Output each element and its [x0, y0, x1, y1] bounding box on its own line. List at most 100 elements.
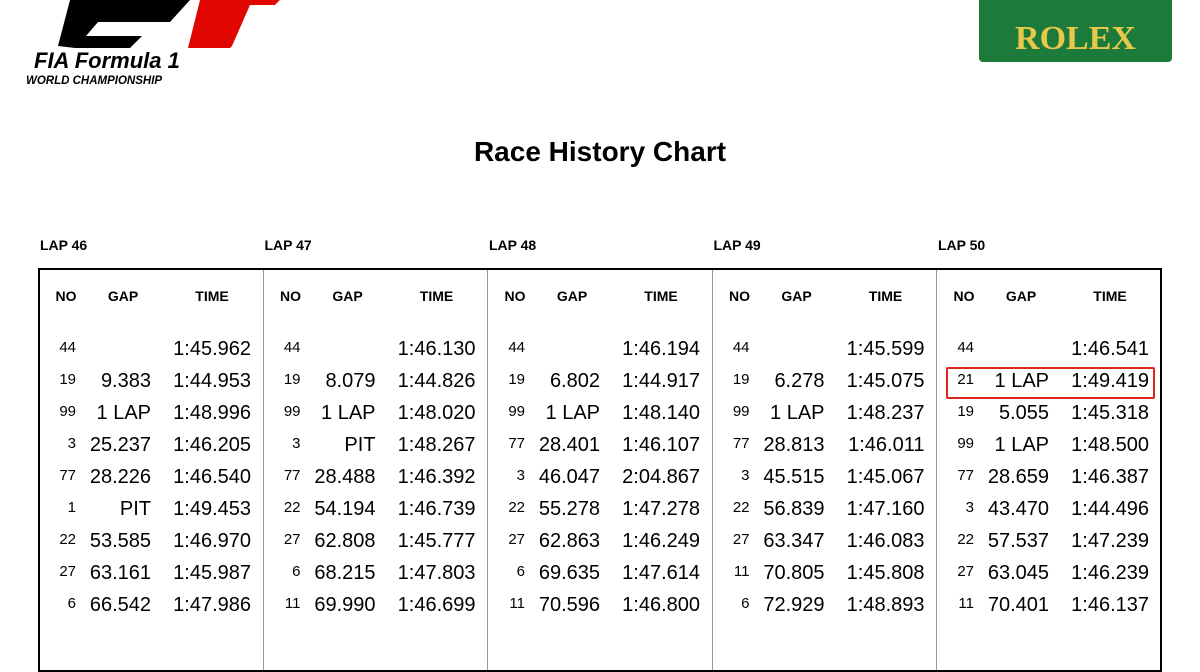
gap: 63.045: [987, 562, 1049, 584]
lap-time: 1:47.278: [622, 498, 700, 520]
driver-number: 19: [732, 371, 750, 388]
driver-number: 44: [957, 339, 974, 356]
driver-number: 6: [516, 563, 525, 580]
driver-number: 27: [732, 531, 750, 548]
logo-f: [58, 0, 190, 48]
driver-number: 77: [732, 435, 750, 452]
lap-time: 1:46.107: [622, 434, 700, 456]
driver-number: 3: [741, 467, 750, 484]
lap-time: 1:46.194: [622, 338, 700, 360]
gap: 57.537: [987, 530, 1049, 552]
column-header: GAP: [107, 288, 139, 304]
lap-time: 1:48.237: [846, 402, 925, 424]
driver-number: 6: [67, 595, 76, 612]
column-header: TIME: [868, 288, 903, 304]
lap-time: 1:46.699: [397, 594, 476, 616]
gap: 25.237: [89, 434, 151, 456]
column-divider: [487, 270, 488, 670]
lap-label: LAP 49: [713, 237, 761, 253]
gap: 9.383: [100, 370, 151, 392]
driver-number: 6: [292, 563, 301, 580]
page: FIA Formula 1 WORLD CHAMPIONSHIP ROLEX R…: [26, 0, 1172, 672]
driver-number: 44: [283, 339, 301, 356]
column-header: NO: [280, 288, 301, 304]
driver-number: 77: [508, 435, 525, 452]
gap: 1 LAP: [321, 402, 376, 424]
driver-number: 99: [59, 403, 76, 420]
driver-number: 27: [508, 531, 525, 548]
column-header: TIME: [195, 288, 229, 304]
column-header: TIME: [419, 288, 454, 304]
driver-number: 77: [957, 467, 974, 484]
driver-number: 44: [508, 339, 525, 356]
gap: PIT: [344, 434, 376, 456]
gap: 72.929: [763, 594, 825, 616]
gap: 28.659: [987, 466, 1049, 488]
lap-time: 1:45.777: [397, 530, 476, 552]
lap-time: 1:47.614: [622, 562, 700, 584]
lap-time: 1:46.083: [846, 530, 925, 552]
lap-time: 1:48.020: [397, 402, 476, 424]
gap: 1 LAP: [96, 402, 151, 424]
column-divider: [936, 270, 937, 670]
lap-time: 1:44.826: [397, 370, 476, 392]
lap-time: 1:45.599: [846, 338, 925, 360]
driver-number: 19: [59, 371, 76, 388]
driver-number: 19: [283, 371, 301, 388]
lap-time: 1:47.160: [846, 498, 925, 520]
lap-time: 1:46.392: [397, 466, 476, 488]
driver-number: 3: [965, 499, 974, 516]
gap: 6.802: [549, 370, 600, 392]
gap: 28.488: [314, 466, 376, 488]
gap: 62.808: [314, 530, 376, 552]
gap: 54.194: [314, 498, 376, 520]
lap-time: 1:46.239: [1071, 562, 1149, 584]
gap: 1 LAP: [994, 434, 1049, 456]
driver-number: 27: [59, 563, 76, 580]
lap-time: 1:48.893: [846, 594, 925, 616]
lap-time: 1:45.075: [846, 370, 925, 392]
lap-time: 1:48.140: [622, 402, 700, 424]
f1-logo: FIA Formula 1 WORLD CHAMPIONSHIP: [26, 0, 282, 87]
driver-number: 44: [732, 339, 750, 356]
column-divider: [262, 270, 264, 670]
lap-time: 1:47.803: [397, 562, 476, 584]
gap: 69.990: [314, 594, 376, 616]
column-header: NO: [55, 288, 77, 304]
lap-time: 1:46.130: [397, 338, 476, 360]
lap-time: 1:44.917: [622, 370, 700, 392]
driver-number: 22: [732, 499, 750, 516]
gap: 6.278: [774, 370, 825, 392]
gap: 1 LAP: [545, 402, 600, 424]
lap-time: 1:49.453: [173, 498, 251, 520]
lap-time: 1:44.496: [1071, 498, 1149, 520]
driver-number: 77: [59, 467, 76, 484]
lap-time: 1:49.419: [1071, 370, 1149, 392]
gap: 28.813: [763, 434, 825, 456]
driver-number: 21: [957, 371, 974, 388]
gap: 28.401: [538, 434, 600, 456]
driver-number: 22: [957, 531, 974, 548]
driver-number: 11: [733, 563, 750, 580]
column-header: GAP: [781, 288, 812, 304]
lap-label: LAP 50: [938, 237, 986, 253]
driver-number: 3: [292, 435, 301, 452]
lap-time: 1:47.986: [173, 594, 251, 616]
gap: 8.079: [325, 370, 376, 392]
rolex-logo: ROLEX: [979, 0, 1172, 62]
driver-number: 11: [509, 595, 525, 612]
column-header: NO: [504, 288, 526, 304]
driver-number: 99: [283, 403, 301, 420]
lap-time: 1:46.205: [173, 434, 251, 456]
gap: 5.055: [998, 402, 1049, 424]
lap-time: 1:48.500: [1071, 434, 1149, 456]
gap: PIT: [119, 498, 151, 520]
lap-time: 1:44.953: [173, 370, 251, 392]
gap: 53.585: [89, 530, 151, 552]
column-header: NO: [729, 288, 750, 304]
lap-label: LAP 47: [264, 237, 312, 253]
column-header: TIME: [644, 288, 678, 304]
page-title: Race History Chart: [473, 136, 727, 167]
lap-time: 1:46.137: [1071, 594, 1149, 616]
lap-time: 1:48.996: [173, 402, 251, 424]
